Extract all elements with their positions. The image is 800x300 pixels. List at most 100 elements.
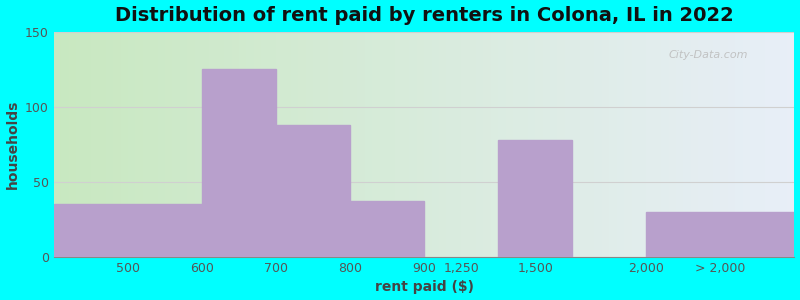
Bar [262, 32, 269, 257]
Bar [387, 32, 394, 257]
Bar [298, 32, 306, 257]
Bar [758, 32, 765, 257]
Bar [328, 32, 335, 257]
Bar [239, 32, 246, 257]
Bar [158, 32, 165, 257]
Bar [676, 32, 683, 257]
Bar [661, 32, 669, 257]
Bar [631, 32, 639, 257]
Bar [750, 32, 758, 257]
Bar [54, 32, 62, 257]
Bar [291, 32, 298, 257]
Bar [558, 32, 565, 257]
X-axis label: rent paid ($): rent paid ($) [374, 280, 474, 294]
Bar [283, 32, 291, 257]
Bar [483, 32, 490, 257]
Bar [690, 32, 698, 257]
Bar [165, 32, 172, 257]
Bar [128, 32, 135, 257]
Bar [231, 32, 239, 257]
Bar [372, 32, 380, 257]
Bar [172, 32, 180, 257]
Bar [498, 32, 506, 257]
Bar [587, 32, 594, 257]
Bar [624, 32, 631, 257]
Bar [254, 32, 262, 257]
Bar [490, 32, 498, 257]
Bar [565, 32, 572, 257]
Bar [550, 32, 558, 257]
Bar [498, 140, 572, 257]
Bar [698, 32, 706, 257]
Bar [542, 32, 550, 257]
Bar [454, 32, 461, 257]
Bar [202, 69, 276, 257]
Bar [113, 32, 121, 257]
Bar [69, 32, 76, 257]
Bar [617, 32, 624, 257]
Bar [521, 32, 528, 257]
Bar [417, 32, 424, 257]
Bar [313, 32, 321, 257]
Text: City-Data.com: City-Data.com [669, 50, 748, 60]
Bar [350, 32, 358, 257]
Bar [394, 32, 402, 257]
Bar [610, 32, 617, 257]
Bar [431, 32, 439, 257]
Bar [424, 32, 431, 257]
Bar [513, 32, 521, 257]
Bar [572, 32, 580, 257]
Bar [639, 32, 646, 257]
Bar [787, 32, 794, 257]
Bar [121, 32, 128, 257]
Bar [106, 32, 113, 257]
Bar [594, 32, 602, 257]
Bar [142, 32, 150, 257]
Bar [276, 125, 350, 257]
Bar [654, 32, 661, 257]
Title: Distribution of rent paid by renters in Colona, IL in 2022: Distribution of rent paid by renters in … [114, 6, 734, 25]
Bar [269, 32, 276, 257]
Bar [706, 32, 713, 257]
Bar [76, 32, 83, 257]
Bar [469, 32, 476, 257]
Bar [321, 32, 328, 257]
Bar [410, 32, 417, 257]
Bar [91, 32, 98, 257]
Bar [202, 32, 210, 257]
Bar [194, 32, 202, 257]
Bar [180, 32, 187, 257]
Bar [602, 32, 610, 257]
Bar [350, 201, 424, 257]
Bar [276, 32, 283, 257]
Bar [439, 32, 446, 257]
Bar [780, 32, 787, 257]
Bar [646, 212, 794, 257]
Bar [765, 32, 772, 257]
Bar [365, 32, 372, 257]
Bar [380, 32, 387, 257]
Bar [217, 32, 224, 257]
Bar [135, 32, 142, 257]
Bar [772, 32, 780, 257]
Bar [728, 32, 735, 257]
Bar [720, 32, 728, 257]
Y-axis label: households: households [6, 100, 19, 189]
Bar [742, 32, 750, 257]
Bar [98, 32, 106, 257]
Bar [713, 32, 720, 257]
Bar [535, 32, 542, 257]
Bar [150, 32, 158, 257]
Bar [461, 32, 469, 257]
Bar [306, 32, 313, 257]
Bar [646, 32, 654, 257]
Bar [735, 32, 742, 257]
Bar [446, 32, 454, 257]
Bar [62, 32, 69, 257]
Bar [506, 32, 513, 257]
Bar [580, 32, 587, 257]
Bar [476, 32, 483, 257]
Bar [683, 32, 690, 257]
Bar [402, 32, 410, 257]
Bar [246, 32, 254, 257]
